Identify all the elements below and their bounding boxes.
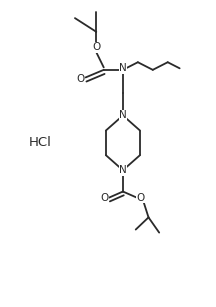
- Text: N: N: [119, 165, 127, 175]
- Text: O: O: [76, 74, 84, 84]
- Text: O: O: [92, 42, 100, 52]
- Text: HCl: HCl: [29, 136, 52, 149]
- Text: N: N: [119, 63, 127, 73]
- Text: N: N: [119, 111, 127, 120]
- Text: O: O: [137, 192, 145, 203]
- Text: O: O: [100, 193, 108, 203]
